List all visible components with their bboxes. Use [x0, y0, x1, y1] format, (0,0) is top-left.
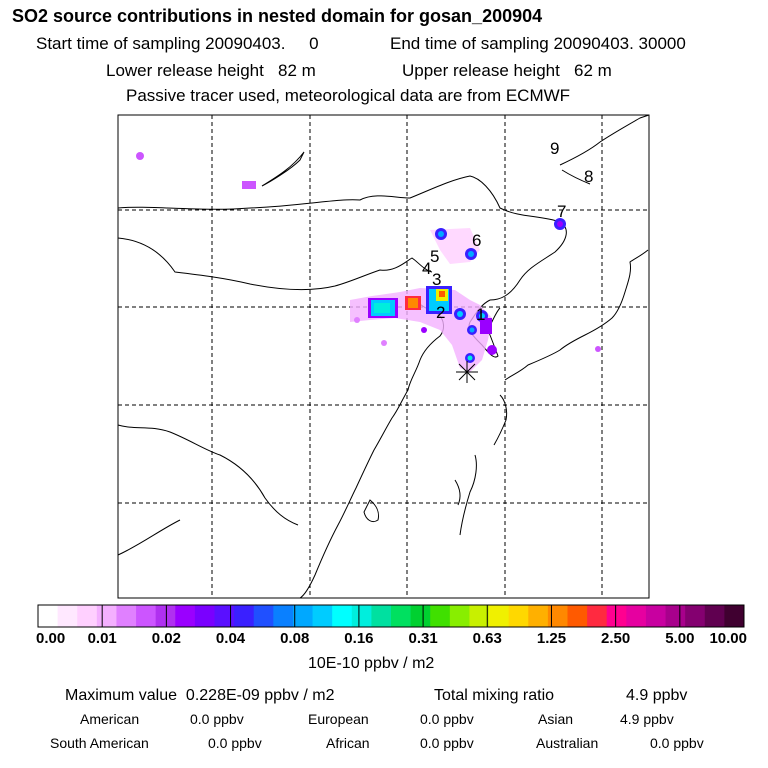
colorbar-cell: [547, 605, 568, 627]
region-value: 0.0 ppbv: [208, 735, 262, 751]
receptor-marker: [456, 361, 478, 383]
region-value: 0.0 ppbv: [650, 735, 704, 751]
region-name: Asian: [538, 711, 574, 727]
colorbar-cell: [57, 605, 78, 627]
colorbar-tick-label: 10.00: [709, 630, 748, 647]
colorbar-tick-label: 0.16: [344, 630, 374, 647]
source-label: 9: [550, 139, 559, 158]
region-value: 0.0 ppbv: [420, 711, 474, 727]
total-mixing-label: Total mixing ratio: [434, 687, 555, 704]
colorbar-cell: [469, 605, 490, 627]
colorbar-cell: [351, 605, 372, 627]
colorbar: [37, 604, 745, 628]
colorbar-cell: [391, 605, 412, 627]
end-time: End time of sampling 20090403. 30000: [390, 34, 686, 53]
colorbar-tick-label: 0.04: [215, 630, 246, 647]
region-value: 0.0 ppbv: [190, 711, 244, 727]
colorbar-tick-label: 0.02: [151, 630, 181, 647]
map-panel: 9 8 7 6 5 4 3 2 1: [117, 114, 650, 599]
lower-release-height: Lower release height 82 m: [106, 61, 316, 80]
colorbar-cell: [371, 605, 392, 627]
colorbar-cell: [645, 605, 667, 627]
colorbar-tick-label: 0.00: [36, 630, 66, 647]
colorbar-cell: [332, 605, 353, 627]
colorbar-tick-label: 5.00: [665, 630, 695, 647]
region-name: European: [308, 711, 369, 727]
colorbar-cell: [234, 605, 255, 627]
colorbar-tick-label: 0.31: [408, 630, 438, 647]
colorbar-cell: [312, 605, 333, 627]
source-label: 1: [476, 305, 485, 324]
colorbar-cell: [410, 605, 431, 627]
source-label: 3: [432, 270, 441, 289]
start-time: Start time of sampling 20090403. 0: [36, 34, 319, 53]
concentration-field: [136, 152, 601, 372]
source-label: 7: [557, 202, 566, 221]
colorbar-cell: [704, 605, 725, 627]
colorbar-cell: [587, 605, 608, 627]
colorbar-cell: [606, 605, 627, 627]
source-label: 4: [422, 259, 431, 278]
source-label: 6: [472, 231, 481, 250]
colorbar-cell: [136, 605, 157, 627]
region-value: 4.9 ppbv: [620, 711, 674, 727]
colorbar-cell: [273, 605, 294, 627]
colorbar-cell: [155, 605, 176, 627]
colorbar-cell: [665, 605, 686, 627]
region-name: South American: [50, 735, 149, 751]
region-name: Australian: [536, 735, 599, 751]
region-name: African: [326, 735, 370, 751]
colorbar-cell: [430, 605, 451, 627]
region-name: American: [80, 711, 140, 727]
colorbar-tick-label: 0.01: [87, 630, 117, 647]
colorbar-tick-label: 2.50: [601, 630, 631, 647]
colorbar-cell: [38, 605, 59, 627]
colorbar-cell: [253, 605, 274, 627]
graticule: [118, 115, 649, 598]
colorbar-cell: [489, 605, 510, 627]
colorbar-cell: [724, 605, 745, 627]
colorbar-units: 10E-10 ppbv / m2: [308, 655, 435, 672]
colorbar-cell: [626, 605, 647, 627]
colorbar-cell: [292, 605, 314, 627]
source-label: 8: [584, 167, 593, 186]
source-label: 2: [436, 303, 445, 322]
colorbar-cell: [175, 605, 196, 627]
colorbar-cell: [528, 605, 549, 627]
source-label: 5: [430, 247, 439, 266]
colorbar-cell: [508, 605, 529, 627]
upper-release-height: Upper release height 62 m: [402, 61, 612, 80]
colorbar-tick-label: 1.25: [536, 630, 567, 647]
source-labels: 9 8 7 6 5 4 3 2 1: [422, 139, 593, 324]
colorbar-cell: [449, 605, 470, 627]
colorbar-cell: [685, 605, 706, 627]
colorbar-cell: [77, 605, 98, 627]
tracer-note: Passive tracer used, meteorological data…: [126, 86, 571, 105]
region-value: 0.0 ppbv: [420, 735, 474, 751]
plot-title: SO2 source contributions in nested domai…: [12, 6, 543, 26]
colorbar-cell: [116, 605, 137, 627]
maximum-value: Maximum value 0.228E-09 ppbv / m2: [65, 687, 335, 704]
colorbar-tick-label: 0.63: [472, 630, 502, 647]
colorbar-cell: [567, 605, 588, 627]
total-mixing-value: 4.9 ppbv: [626, 687, 688, 704]
colorbar-cell: [194, 605, 215, 627]
colorbar-cell: [214, 605, 235, 627]
colorbar-tick-label: 0.08: [280, 630, 310, 647]
colorbar-cell: [96, 605, 117, 627]
